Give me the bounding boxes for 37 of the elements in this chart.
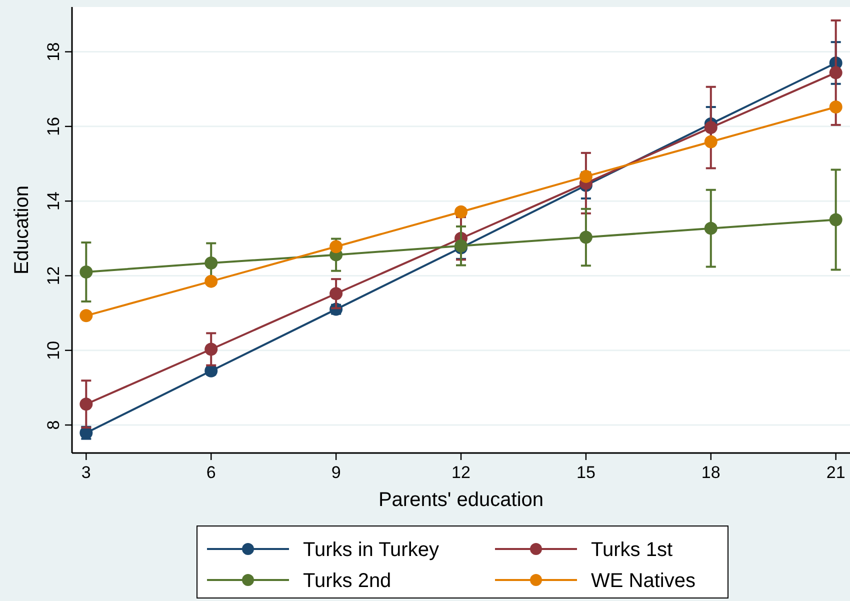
legend-label: Turks in Turkey <box>303 539 439 561</box>
point <box>204 256 218 270</box>
point <box>579 170 592 183</box>
x-tick-label: 9 <box>331 463 341 482</box>
point <box>579 230 592 244</box>
x-axis-title: Parents' education <box>378 489 544 511</box>
point <box>829 66 842 80</box>
point <box>204 274 218 288</box>
legend-label: WE Natives <box>591 570 696 592</box>
point <box>80 309 93 322</box>
point <box>704 121 718 134</box>
point <box>454 205 468 218</box>
y-tick-label: 16 <box>44 116 63 136</box>
y-axis-title: Education <box>11 186 33 274</box>
point <box>80 398 93 411</box>
y-tick-label: 12 <box>44 266 63 286</box>
y-tick-label: 18 <box>44 42 63 62</box>
point <box>330 287 343 300</box>
point <box>204 364 218 378</box>
x-tick-label: 21 <box>826 463 846 482</box>
y-tick-label: 10 <box>44 340 63 360</box>
point <box>704 135 718 148</box>
y-tick-label: 8 <box>44 420 63 430</box>
point <box>80 265 93 278</box>
legend-label: Turks 1st <box>591 539 673 561</box>
point <box>204 342 218 356</box>
point <box>704 222 718 235</box>
x-tick-label: 15 <box>576 463 596 482</box>
point <box>829 100 842 114</box>
legend-label: Turks 2nd <box>303 570 392 592</box>
y-tick-label: 14 <box>44 192 63 211</box>
point <box>330 240 343 254</box>
x-tick-label: 18 <box>701 463 720 482</box>
point <box>829 213 842 226</box>
x-tick-label: 3 <box>81 463 91 482</box>
x-tick-label: 12 <box>452 463 470 482</box>
x-tick-label: 6 <box>206 463 216 482</box>
